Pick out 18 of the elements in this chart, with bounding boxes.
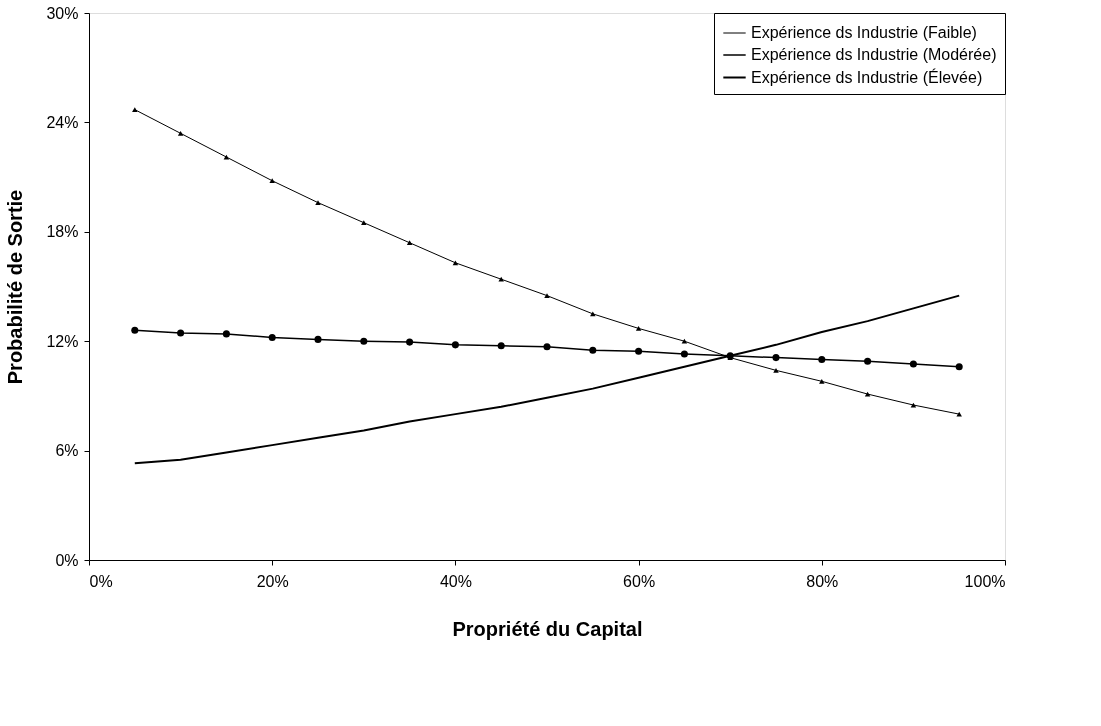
y-tick-label: 12% bbox=[46, 332, 79, 350]
x-tick-label: 40% bbox=[439, 572, 472, 590]
line-series bbox=[133, 294, 961, 465]
legend-label: Expérience ds Industrie (Faible) bbox=[751, 24, 977, 41]
x-tick-label: 100% bbox=[964, 572, 1006, 590]
x-tick-label: 20% bbox=[256, 572, 289, 590]
y-tick-label: 30% bbox=[46, 4, 79, 22]
x-tick-label: 60% bbox=[623, 572, 656, 590]
x-axis-title: Propriété du Capital bbox=[452, 617, 643, 640]
legend-label: Expérience ds Industrie (Élevée) bbox=[751, 67, 983, 86]
x-tick-label: 0% bbox=[89, 572, 113, 590]
x-tick-label: 80% bbox=[806, 572, 839, 590]
y-tick-label: 0% bbox=[55, 551, 79, 569]
legend-label: Expérience ds Industrie (Modérée) bbox=[751, 46, 997, 63]
y-tick-label: 6% bbox=[55, 442, 79, 460]
y-axis-title: Probabilité de Sortie bbox=[4, 189, 27, 385]
y-tick-label: 18% bbox=[46, 223, 79, 241]
y-tick-label: 24% bbox=[46, 113, 79, 131]
